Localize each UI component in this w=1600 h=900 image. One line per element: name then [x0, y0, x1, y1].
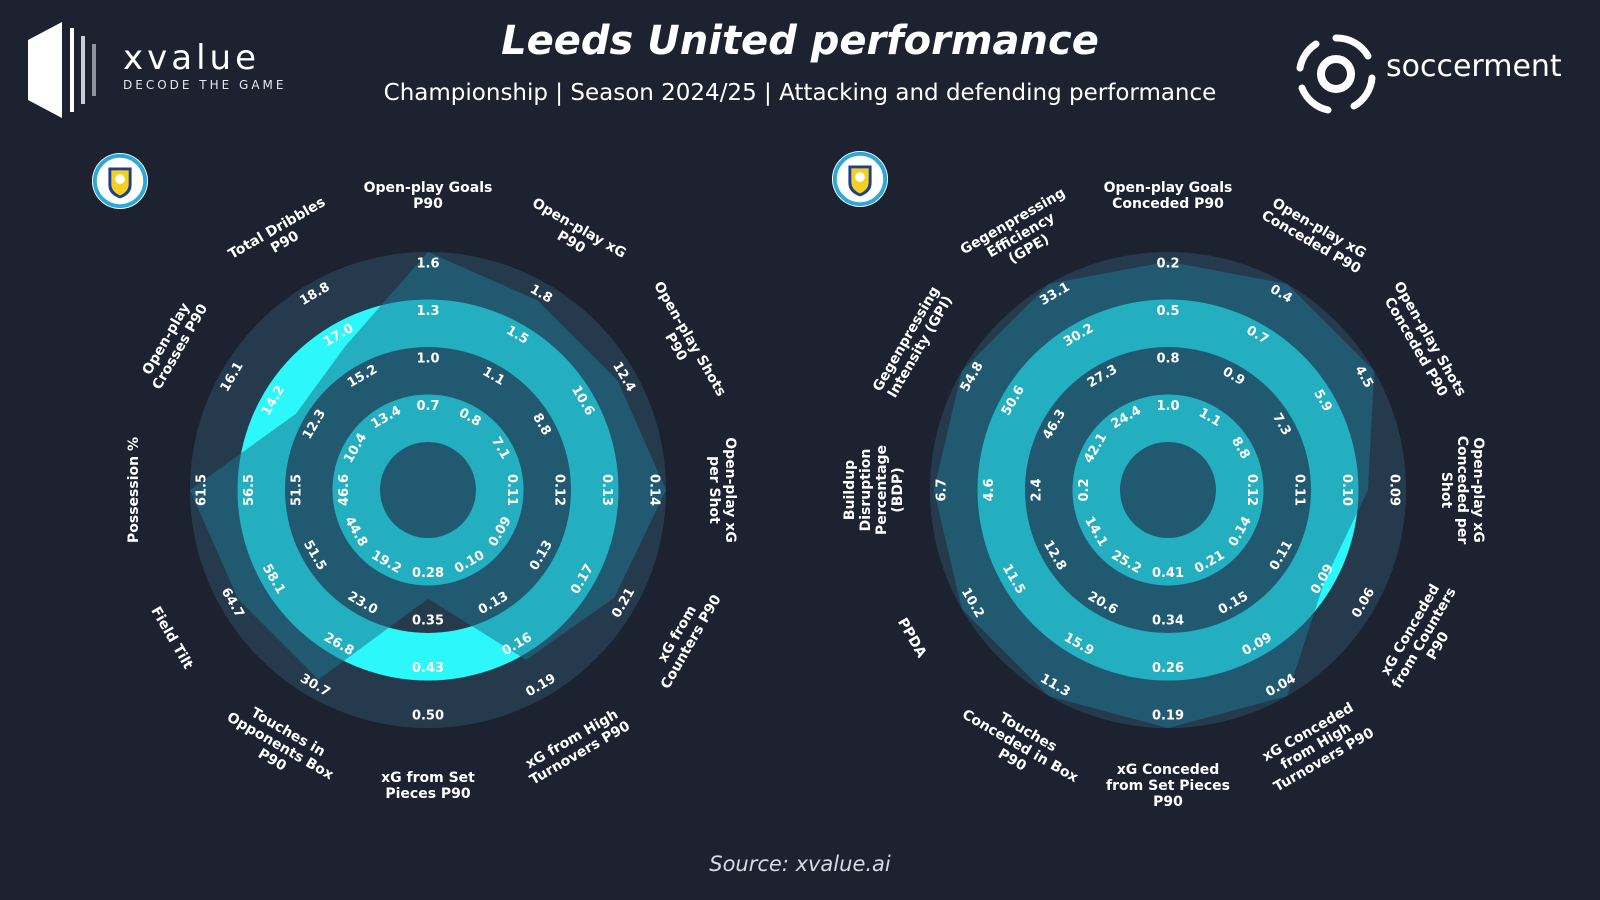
- radar-tick-label: 0.11: [504, 474, 519, 506]
- radar-tick-label: 0.2: [1077, 478, 1092, 501]
- radar-tick-label: 0.11: [1292, 474, 1307, 506]
- partner-name: soccerment: [1386, 49, 1562, 84]
- radar-tick-label: 0.50: [412, 709, 444, 724]
- radar-axis-label: Open-play xGper Shot: [706, 437, 738, 543]
- radar-axis-label: Field Tilt: [147, 604, 196, 672]
- radar-tick-label: 0.12: [552, 474, 567, 506]
- radar-tick-label: 0.34: [1152, 614, 1184, 629]
- radar-tick-label: 1.0: [416, 352, 439, 367]
- radar-axis-label: GegenpressingIntensity (GPI): [870, 284, 957, 402]
- page-subtitle: Championship | Season 2024/25 | Attackin…: [383, 80, 1217, 106]
- radar-tick-label: 0.13: [599, 474, 614, 506]
- radar-tick-label: 1.6: [416, 257, 439, 272]
- radar-tick-label: 56.5: [242, 474, 257, 506]
- radar-tick-label: 0.5: [1156, 304, 1179, 319]
- radar-tick-label: 1.3: [416, 304, 439, 319]
- radar-tick-label: 0.19: [1152, 709, 1184, 724]
- xvalue-logo: [28, 22, 96, 118]
- leeds-crest-icon: [91, 152, 149, 210]
- radar-tick-label: 0.7: [416, 399, 439, 414]
- radar-tick-label: 0.09: [1387, 474, 1402, 506]
- radar-axis-label: Open-playCrosses P90: [136, 293, 212, 392]
- radar-axis-label: Open-play xGP90: [521, 195, 628, 275]
- radar-axis-label: Possession %: [126, 437, 142, 543]
- radar-series-polygon: [190, 252, 666, 680]
- radar-axis-label: Open-play ShotsP90: [636, 279, 729, 407]
- radar-tick-label: 2.4: [1030, 478, 1045, 501]
- radar-tick-label: 0.28: [412, 566, 444, 581]
- radar-series-polygon: [933, 261, 1375, 728]
- radar-axis-label: Open-play xGConceded P90: [1259, 194, 1372, 278]
- radar-axis-label: xG Concededfrom CountersP90: [1375, 577, 1473, 699]
- radar-axis-label: BuildupDisruptionPercentage(BDP): [842, 445, 906, 535]
- radar-tick-label: 61.5: [195, 474, 210, 506]
- leeds-crest-icon: [831, 150, 889, 208]
- radar-tick-label: 0.2: [1156, 257, 1179, 272]
- radar-tick-label: 0.41: [1152, 566, 1184, 581]
- radar-tick-label: 0.43: [412, 661, 444, 676]
- radar-tick-label: 6.7: [935, 478, 950, 501]
- page-title: Leeds United performance: [501, 18, 1099, 64]
- radar-axis-label: Open-play Goals P90: [364, 180, 493, 212]
- radar-tick-label: 51.5: [290, 474, 305, 506]
- radar-axis-label: xG fromCounters P90: [644, 584, 725, 692]
- radar-axis-label: Touches inOpponents BoxP90: [216, 696, 344, 798]
- radar-axis-label: xG Conceded from Set Pieces P90: [1106, 762, 1230, 810]
- radar-axis-label: GegenpressingEfficiency(GPE): [958, 185, 1084, 286]
- brand-name: xvalue: [123, 38, 260, 78]
- radar-tick-label: 0.26: [1152, 661, 1184, 676]
- radar-tick-label: 0.8: [1156, 352, 1179, 367]
- radar-tick-label: 0.14: [647, 474, 662, 506]
- radar-axis-label: xG Concededfrom HighTurnovers P90: [1255, 697, 1377, 795]
- soccerment-logo-icon: [1296, 34, 1376, 114]
- radar-axis-label: Open-play Goals Conceded P90: [1104, 180, 1233, 212]
- radar-tick-label: 4.6: [982, 478, 997, 501]
- radar-tick-label: 46.6: [337, 474, 352, 506]
- radar-tick-label: 0.12: [1244, 474, 1259, 506]
- source-credit: Source: xvalue.ai: [709, 852, 891, 876]
- radar-axis-label: Total DribblesP90: [226, 194, 337, 276]
- radar-tick-label: 0.35: [412, 614, 444, 629]
- radar-axis-label: xG from HighTurnovers P90: [519, 704, 633, 788]
- xvalue-logo-mark: [28, 22, 62, 118]
- radar-axis-label: PPDA: [894, 615, 929, 660]
- brand-tagline: DECODE THE GAME: [123, 78, 287, 92]
- radar-tick-label: 0.10: [1339, 474, 1354, 506]
- radar-axis-label: Open-play xGConceded perShot: [1438, 436, 1486, 545]
- radar-axis-label: Open-play ShotsConceded P90: [1376, 279, 1469, 407]
- radar-axis-label: TouchesConceded in BoxP90: [951, 693, 1088, 800]
- radar-tick-label: 1.0: [1156, 399, 1179, 414]
- radar-axis-label: xG from Set Pieces P90: [381, 770, 475, 802]
